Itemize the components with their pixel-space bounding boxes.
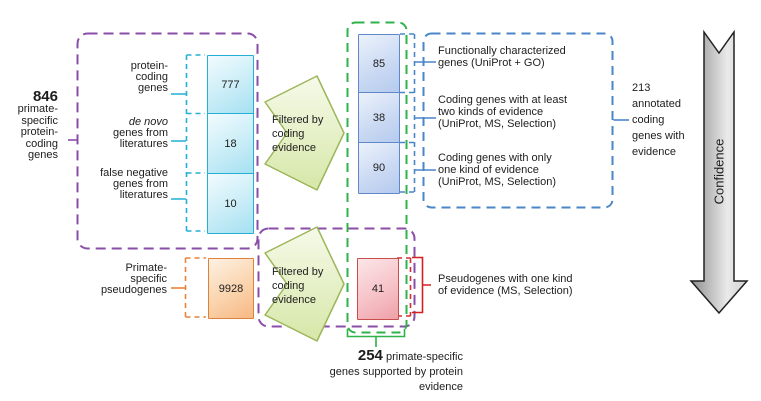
two-evidence-count-box: 38 [358, 92, 400, 144]
protein-coding-count-box: 777 [207, 55, 254, 115]
de-novo-count: 18 [224, 138, 237, 150]
two-evidence-desc: Coding genes with at least two kinds of … [438, 94, 568, 130]
annotated-total-number: 213 [632, 82, 651, 94]
coding-sources-bracket [185, 54, 205, 232]
filter-arrow-coding [264, 75, 345, 191]
left-total-label: 846 primate- specific protein- coding ge… [0, 88, 58, 162]
confidence-axis-label: Confidence [711, 138, 727, 205]
pseudogene-evidence-count: 41 [371, 283, 385, 295]
pseudogenes-label: Primate- specific pseudogenes [100, 262, 167, 296]
confidence-arrow [689, 29, 749, 315]
one-evidence-desc: Coding genes with only one kind of evide… [438, 152, 556, 188]
two-evidence-count: 38 [372, 112, 386, 124]
annotated-total-label: 213 annotated coding genes with evidence [632, 80, 717, 160]
left-total-number: 846 [32, 88, 58, 105]
filter-arrow-pseudogenes [264, 226, 345, 342]
de-novo-count-box: 18 [207, 113, 254, 175]
filter-arrow-pseudogenes-label: Filtered by coding evidence [272, 266, 324, 306]
pseudogene-evidence-count-box: 41 [357, 258, 399, 320]
pseudogenes-bracket [184, 257, 206, 318]
coding-genes-group-outline [76, 32, 259, 250]
pseudogenes-count: 9928 [218, 282, 244, 295]
filter-arrow-coding-label: Filtered by coding evidence [272, 114, 324, 154]
evidence-descriptions-group-outline [422, 32, 614, 209]
one-evidence-count-box: 90 [358, 142, 400, 194]
supported-total-label: 254 primate-specific genes supported by … [329, 347, 463, 393]
protein-coding-label: protein- coding genes [130, 60, 168, 94]
false-negative-count: 10 [224, 197, 237, 210]
false-negative-count-box: 10 [207, 173, 254, 234]
pseudogene-filter-group-outline [257, 227, 416, 328]
supported-total-bracket [346, 329, 406, 347]
pseudogene-result-bracket-dashed [397, 257, 412, 317]
one-evidence-count: 90 [372, 162, 386, 174]
supported-total-number: 254 [357, 347, 383, 364]
pseudogene-evidence-desc: Pseudogenes with one kind of evidence (M… [438, 273, 573, 297]
functionally-characterized-count: 85 [372, 58, 386, 70]
supported-genes-group-outline [346, 21, 408, 334]
de-novo-label: de novo genes from literatures [112, 116, 168, 150]
coding-results-bracket-ticks [414, 61, 436, 171]
coding-sources-bracket-ticks [171, 93, 186, 200]
pseudogene-result-bracket [412, 256, 431, 314]
false-negative-label: false negative genes from literatures [100, 167, 168, 201]
pseudogenes-count-box: 9928 [208, 258, 254, 319]
functionally-characterized-count-box: 85 [358, 34, 400, 94]
functionally-characterized-desc: Functionally characterized genes (UniPro… [438, 45, 566, 69]
protein-coding-count: 777 [221, 79, 240, 91]
